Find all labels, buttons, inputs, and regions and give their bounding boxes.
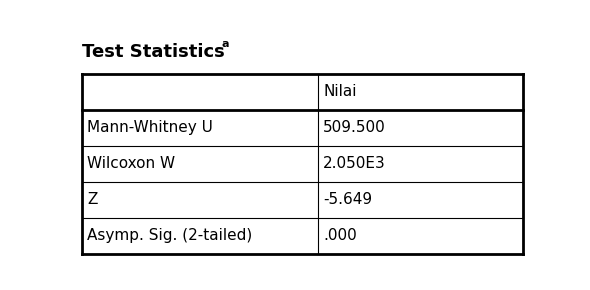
Text: .000: .000 bbox=[323, 228, 357, 243]
Text: Test Statistics: Test Statistics bbox=[82, 43, 225, 61]
Text: Wilcoxon W: Wilcoxon W bbox=[87, 156, 176, 171]
Text: Nilai: Nilai bbox=[323, 84, 357, 99]
Text: 509.500: 509.500 bbox=[323, 120, 386, 135]
Text: 2.050E3: 2.050E3 bbox=[323, 156, 386, 171]
Text: a: a bbox=[221, 39, 229, 49]
Text: Mann-Whitney U: Mann-Whitney U bbox=[87, 120, 214, 135]
Text: Asymp. Sig. (2-tailed): Asymp. Sig. (2-tailed) bbox=[87, 228, 253, 243]
Text: -5.649: -5.649 bbox=[323, 192, 372, 207]
Text: Z: Z bbox=[87, 192, 98, 207]
